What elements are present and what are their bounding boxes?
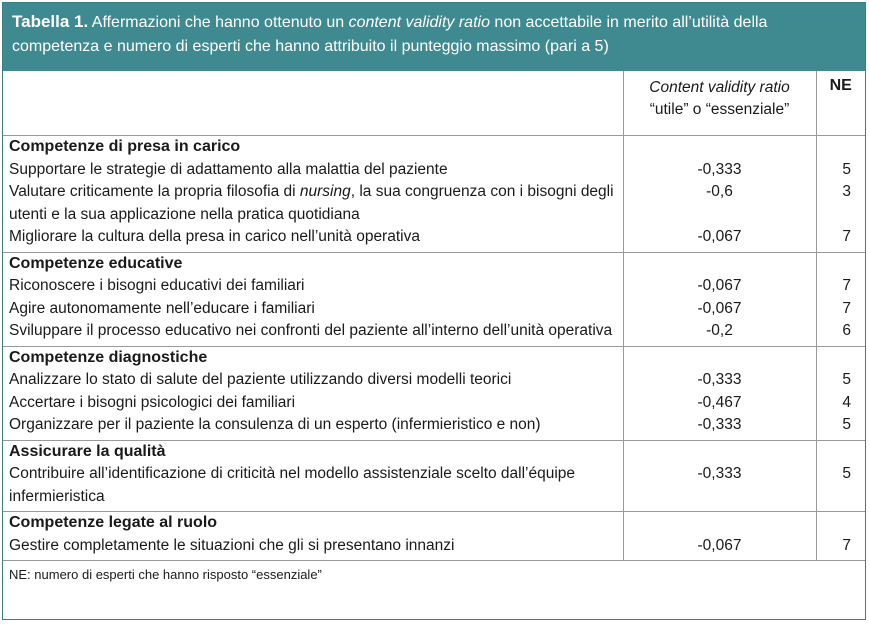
section-group: Competenze legate al ruolo Gestire comple… <box>3 511 865 560</box>
cvr-value: -0,067 <box>697 228 742 245</box>
section-heading: Competenze di presa in carico <box>9 138 241 155</box>
cvr-value: -0,333 <box>697 465 742 482</box>
caption-text-end: non accettabile in merito all’utilità de… <box>12 14 768 55</box>
caption-text-start: Affermazioni che hanno ottenuto un <box>88 14 349 31</box>
section-group: Competenze diagnostiche Analizzare lo sta… <box>3 345 865 440</box>
section-group: Assicurare la qualità Contribuire all’ide… <box>3 439 865 512</box>
statement-text-start: Valutare criticamente la propria filosof… <box>9 183 300 200</box>
spacer <box>624 253 816 276</box>
section-statements-cell: Competenze diagnostiche Analizzare lo sta… <box>3 345 623 440</box>
section-cvr-cell: -0,333 -0,6 -0,067 <box>622 135 816 252</box>
section-ne-cell: 5 4 5 <box>815 345 865 440</box>
spacer <box>817 253 852 276</box>
statement-text: Migliorare la cultura della presa in car… <box>9 228 420 245</box>
table-caption: Tabella 1. Affermazioni che hanno ottenu… <box>3 3 865 71</box>
cvr-value: -0,6 <box>706 183 733 200</box>
statement-text: Valutare criticamente la propria filosof… <box>9 181 619 226</box>
cvr-value: -0,067 <box>697 277 742 294</box>
cvr-value: -0,2 <box>706 322 733 339</box>
section-heading: Assicurare la qualità <box>9 442 166 460</box>
cvr-value: -0,333 <box>697 160 742 178</box>
section-ne-cell: 7 <box>815 511 865 560</box>
ne-value: 6 <box>842 322 851 339</box>
statement-text: Supportare le strategie di adattamento a… <box>9 160 448 178</box>
statement-text: Gestire completamente le situazioni che … <box>9 536 455 554</box>
ne-value: 5 <box>842 160 851 178</box>
header-cvr: Content validity ratio “utile” o “essenz… <box>622 71 816 136</box>
cvr-value: -0,067 <box>697 536 742 554</box>
spacer <box>624 512 816 535</box>
ne-value: 5 <box>842 465 851 482</box>
section-statements-cell: Competenze di presa in carico Supportare … <box>3 135 623 252</box>
spacer <box>817 136 852 159</box>
spacer <box>624 347 816 370</box>
statement-text: Accertare i bisogni psicologici dei fami… <box>9 393 296 411</box>
ne-value: 7 <box>842 299 851 317</box>
statement-text: Organizzare per il paziente la consulenz… <box>9 416 541 433</box>
header-ne: NE <box>815 71 865 136</box>
section-statements-cell: Competenze educative Riconoscere i bisogn… <box>3 251 623 346</box>
spacer <box>817 512 852 535</box>
statement-text-italic: nursing <box>299 183 351 200</box>
section-heading: Competenze legate al ruolo <box>9 514 218 531</box>
section-ne-cell: 7 7 6 <box>815 251 865 346</box>
header-empty-cell <box>3 71 623 136</box>
ne-value: 7 <box>842 536 851 554</box>
section-ne-cell: 5 3 7 <box>815 135 865 252</box>
section-group: Competenze educative Riconoscere i bisogn… <box>3 251 865 346</box>
section-heading: Competenze educative <box>9 254 183 272</box>
section-ne-cell: 5 <box>815 439 865 512</box>
caption-label: Tabella 1. <box>12 12 89 31</box>
statement-text: Sviluppare il processo educativo nei con… <box>9 322 613 339</box>
ne-value: 3 <box>842 183 851 200</box>
statement-text: Riconoscere i bisogni educativi dei fami… <box>9 277 305 294</box>
table-footnote: NE: numero di esperti che hanno risposto… <box>3 560 865 586</box>
header-row: Content validity ratio “utile” o “essenz… <box>3 71 865 136</box>
table-body: Competenze di presa in carico Supportare … <box>3 135 865 560</box>
spacer <box>624 136 816 159</box>
section-cvr-cell: -0,067 <box>622 511 816 560</box>
ne-value: 4 <box>842 393 851 411</box>
spacer <box>817 347 852 370</box>
ne-value: 7 <box>842 228 851 245</box>
section-statements-cell: Assicurare la qualità Contribuire all’ide… <box>3 439 623 512</box>
spacer <box>817 441 852 464</box>
section-cvr-cell: -0,333 <box>622 439 816 512</box>
header-cvr-line1: Content validity ratio <box>649 79 790 96</box>
header-cvr-line2: “utile” o “essenziale” <box>649 101 790 118</box>
section-cvr-cell: -0,067 -0,067 -0,2 <box>622 251 816 346</box>
ne-value: 5 <box>842 416 851 433</box>
section-heading: Competenze diagnostiche <box>9 348 208 366</box>
statement-text-end: , la sua congruenza con i bisogni degli … <box>9 183 614 223</box>
statement-text: Analizzare lo stato di salute del pazien… <box>9 371 512 388</box>
section-group: Competenze di presa in carico Supportare … <box>3 135 865 252</box>
ne-value: 5 <box>842 371 851 388</box>
statement-text: Agire autonomamente nell’educare i famil… <box>9 299 315 317</box>
data-table: Content validity ratio “utile” o “essenz… <box>3 71 865 560</box>
section-statements-cell: Competenze legate al ruolo Gestire comple… <box>3 511 623 560</box>
ne-value: 7 <box>842 277 851 294</box>
statement-text: Contribuire all’identificazione di criti… <box>9 465 576 505</box>
cvr-value: -0,467 <box>697 393 742 411</box>
section-cvr-cell: -0,333 -0,467 -0,333 <box>622 345 816 440</box>
cvr-value: -0,333 <box>697 416 742 433</box>
caption-text-italic: content validity ratio <box>348 14 490 31</box>
spacer <box>624 441 816 464</box>
cvr-value: -0,333 <box>697 371 742 388</box>
cvr-value: -0,067 <box>697 299 742 317</box>
